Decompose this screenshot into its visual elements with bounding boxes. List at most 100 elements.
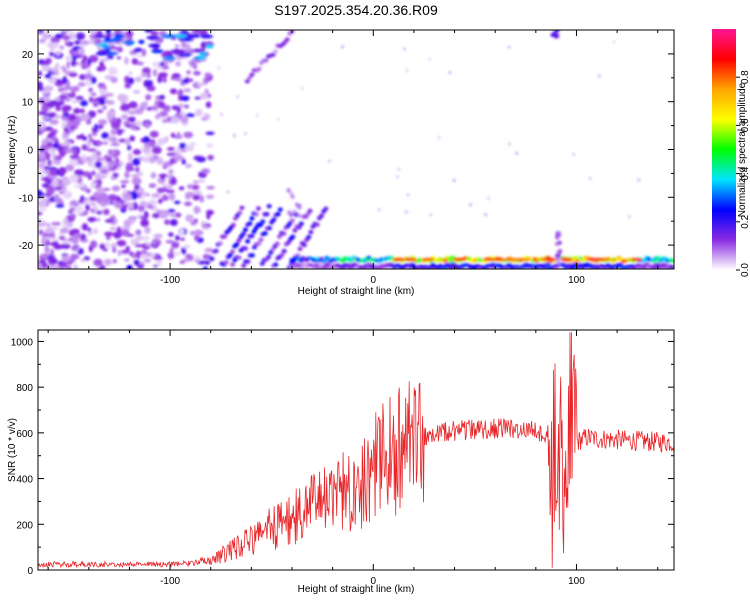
spectrogram-cell xyxy=(166,146,175,151)
spectrogram-cell xyxy=(249,72,255,77)
spectrogram-cell xyxy=(114,33,123,38)
spectrogram-cell xyxy=(170,116,180,124)
spectrogram-cell xyxy=(262,231,268,236)
spectrogram-cell xyxy=(199,51,208,56)
spectrogram-cell xyxy=(241,263,247,268)
spectrogram-cell xyxy=(110,215,116,220)
colorbar-tick-label: 0.4 xyxy=(740,166,750,180)
spectrogram-cell xyxy=(190,221,197,226)
spectrogram-cell xyxy=(77,82,86,87)
spectrogram-cell xyxy=(55,186,63,190)
spectrogram-cell xyxy=(62,176,69,180)
spectrogram-cell xyxy=(206,143,214,148)
spectrogram-x-tick-label: 100 xyxy=(568,275,585,286)
spectrogram-cell xyxy=(113,201,123,208)
spectrogram-cell xyxy=(44,246,50,253)
spectrogram-cell xyxy=(61,179,72,186)
spectrogram-cell xyxy=(104,36,111,41)
spectrogram-cell xyxy=(62,67,67,73)
spectrogram-cell xyxy=(95,157,106,162)
spectrogram-cell xyxy=(174,251,181,256)
spectrogram-cell xyxy=(74,207,85,214)
spectrogram-cell xyxy=(158,72,168,78)
spectrogram-cell xyxy=(148,43,161,48)
spectrogram-cell xyxy=(193,229,204,236)
spectrogram-cell xyxy=(46,101,55,109)
spectrogram-cell xyxy=(194,96,202,100)
spectrogram-cell xyxy=(515,257,528,262)
spectrogram-cell xyxy=(116,46,123,53)
spectrogram-cell xyxy=(93,228,98,235)
spectrogram-cell xyxy=(58,235,66,241)
spectrogram-cell xyxy=(94,123,99,131)
spectrogram-cell xyxy=(74,169,85,176)
spectrogram-cell xyxy=(251,229,257,234)
spectrogram-cell xyxy=(161,118,169,124)
spectrogram-cell xyxy=(194,108,203,117)
spectrogram-cell xyxy=(38,70,43,77)
spectrogram-cell xyxy=(82,187,87,192)
spectrogram-cell xyxy=(169,88,177,95)
spectrogram-cell xyxy=(558,249,563,254)
spectrogram-cell xyxy=(133,48,142,53)
spectrogram-cell xyxy=(82,55,88,62)
spectrogram-cell xyxy=(507,45,511,49)
spectrogram-cell xyxy=(227,252,233,258)
spectrogram-cell xyxy=(256,241,262,246)
spectrogram-cell xyxy=(111,37,122,42)
spectrogram-cell xyxy=(325,256,332,261)
spectrogram-cell xyxy=(249,216,255,221)
spectrogram-cell xyxy=(141,67,151,75)
spectrogram-cell xyxy=(129,217,136,224)
spectrogram-cell xyxy=(102,44,111,49)
spectrogram-cell xyxy=(185,163,193,169)
spectrogram-cell xyxy=(630,257,643,262)
spectrogram-cell xyxy=(124,258,130,262)
spectrogram-cell xyxy=(142,156,150,163)
spectrogram-cell xyxy=(99,61,105,68)
spectrogram-cell xyxy=(85,79,92,87)
spectrogram-heatmap xyxy=(38,30,674,269)
snr-frame xyxy=(37,329,675,571)
spectrogram-cell xyxy=(153,146,162,154)
spectrogram-cell xyxy=(117,93,127,102)
spectrogram-cell xyxy=(136,54,144,58)
spectrogram-cell xyxy=(66,221,74,228)
spectrogram-cell xyxy=(105,236,111,240)
spectrogram-cell xyxy=(243,227,249,232)
spectrogram-cell xyxy=(104,92,114,97)
spectrogram-cell xyxy=(127,77,135,85)
spectrogram-cell xyxy=(162,65,170,70)
spectrogram-cell xyxy=(70,258,76,263)
spectrogram-cell xyxy=(206,211,211,220)
spectrogram-cell xyxy=(80,113,90,122)
spectrogram-cell xyxy=(144,258,151,263)
spectrogram-cell xyxy=(249,233,255,239)
snr-y-label: SNR (10 * v/v) xyxy=(7,418,18,482)
spectrogram-cell xyxy=(323,206,329,211)
spectrogram-cell xyxy=(103,208,110,216)
spectrogram-cell xyxy=(236,255,242,260)
spectrogram-cell xyxy=(71,177,78,184)
spectrogram-cell xyxy=(106,113,113,121)
spectrogram-cell xyxy=(125,138,131,146)
spectrogram-cell xyxy=(68,229,76,236)
spectrogram-cell xyxy=(47,138,52,143)
spectrogram-cell xyxy=(135,166,140,174)
spectrogram-cell xyxy=(222,234,228,239)
spectrogram-cell xyxy=(121,114,128,121)
spectrogram-cell xyxy=(121,225,131,231)
spectrogram-cell xyxy=(448,70,452,74)
spectrogram-cell xyxy=(108,167,116,172)
spectrogram-cell xyxy=(213,248,219,254)
spectrogram-cell xyxy=(588,176,592,180)
spectrogram-cell xyxy=(47,78,57,84)
spectrogram-cell xyxy=(116,129,123,136)
spectrogram-cell xyxy=(437,136,441,140)
spectrogram-cell xyxy=(158,212,168,219)
spectrogram-cell xyxy=(149,156,156,164)
spectrogram-cell xyxy=(190,184,200,191)
spectrogram-cell xyxy=(244,79,250,84)
spectrogram-cell xyxy=(56,266,61,269)
spectrogram-cell xyxy=(39,168,45,177)
